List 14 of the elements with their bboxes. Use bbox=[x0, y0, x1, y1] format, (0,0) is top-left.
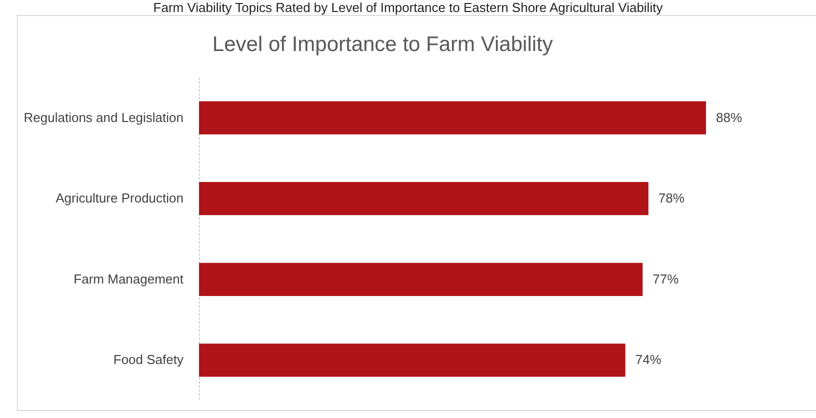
bar bbox=[199, 101, 706, 134]
bar bbox=[199, 262, 643, 296]
bar bbox=[199, 182, 648, 216]
text: Farm Viability Topics Rated by Level of Importance to Eastern Shore Agricultural Viability bbox=[152, 0, 664, 15]
y-tick-label: Food Safety bbox=[113, 352, 184, 368]
data-label: 88% bbox=[716, 110, 742, 125]
data-label: 77% bbox=[652, 271, 680, 286]
bar bbox=[199, 344, 626, 377]
y-tick-label: Regulations and Legislation bbox=[24, 110, 184, 125]
data-label: 78% bbox=[658, 190, 685, 206]
y-tick-label: Agriculture Production bbox=[56, 190, 184, 206]
data-label: 74% bbox=[635, 352, 662, 368]
chart-title: Level of Importance to Farm Viability bbox=[212, 33, 554, 56]
y-tick-label: Farm Management bbox=[74, 271, 184, 286]
